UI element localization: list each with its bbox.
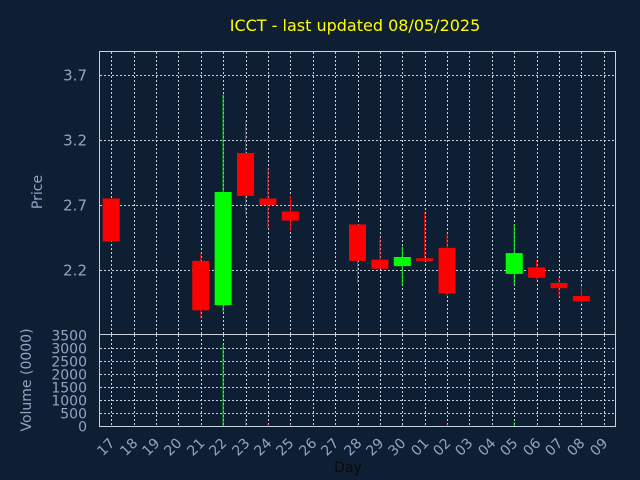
x-axis-label: Day [334,460,362,476]
day-tick-label: 18 [117,436,141,460]
volume-grid [100,335,615,426]
volume-bar [357,424,358,426]
price-tick-label: 3.7 [63,67,87,85]
candle-body [281,211,299,221]
candle-body [572,296,590,302]
candle-body [214,192,232,306]
volume-bar [513,422,515,426]
candle-body [192,260,210,311]
chart-title: ICCT - last updated 08/05/2025 [230,16,481,35]
price-grid [100,52,615,334]
day-tick-label: 17 [94,436,118,460]
day-tick-label: 25 [273,436,297,460]
candle-body [371,259,389,269]
volume-bar [536,424,538,426]
candle-body [259,198,277,205]
candle-body [505,253,523,274]
volume-axis-label: Volume (0000) [19,328,35,431]
day-tick-label: 05 [497,436,521,460]
volume-bar [245,418,247,426]
price-tick-label: 3.2 [63,132,87,150]
candles [102,94,590,319]
volume-bar [401,424,403,426]
volume-tick-label: 3500 [51,329,87,345]
volume-plot-frame [99,334,616,427]
volume-bar [267,423,269,426]
volume-tick-label: 0 [78,420,87,436]
volume-bars [110,344,582,426]
volume-tick-label: 1000 [51,394,87,410]
volume-bar [424,425,426,426]
price-tick-label: 2.2 [63,262,87,280]
price-axis-label: Price [30,175,46,209]
day-tick-label: 28 [341,436,365,460]
day-tick-label: 04 [475,435,499,459]
day-tick-label: 29 [363,436,387,460]
volume-tick-label: 2500 [51,355,87,371]
candle-body [237,153,255,196]
day-tick-label: 20 [161,436,185,460]
day-tick-label: 08 [564,436,588,460]
volume-tick-label: 2000 [51,368,87,384]
day-tick-label: 06 [520,435,544,459]
day-tick-label: 02 [430,436,454,460]
day-tick-label: 30 [385,436,409,460]
day-tick-label: 09 [587,436,611,460]
candle-body [416,258,434,261]
candle-body [393,257,411,267]
volume-bar [580,425,582,426]
day-tick-label: 07 [542,436,566,460]
price-plot-frame [99,51,616,335]
candle-body [550,283,568,289]
volume-bar [379,424,381,426]
volume-tick-label: 1500 [51,381,87,397]
candle-body [102,198,120,242]
candle-body [528,267,546,278]
day-tick-label: 01 [408,436,432,460]
day-tick-label: 22 [206,436,230,460]
day-tick-label: 21 [184,436,208,460]
volume-tick-label: 3000 [51,342,87,358]
candle-body [349,224,366,261]
volume-bar [446,424,448,426]
volume-bar [222,344,224,426]
candle-body [438,247,456,294]
volume-tick-label: 500 [60,407,87,423]
volume-bar [200,425,202,426]
day-tick-label: 03 [452,436,476,460]
price-tick-labels: 2.2 2.7 3.2 3.7 [63,67,87,280]
volume-bar [110,425,112,426]
day-tick-label: 24 [251,435,275,459]
day-tick-label: 26 [296,435,320,459]
day-tick-label: 27 [318,436,342,460]
day-tick-label: 23 [229,436,253,460]
day-tick-label: 19 [139,436,163,460]
price-tick-label: 2.7 [63,197,87,215]
volume-bar [289,424,291,426]
volume-bar [558,425,560,426]
